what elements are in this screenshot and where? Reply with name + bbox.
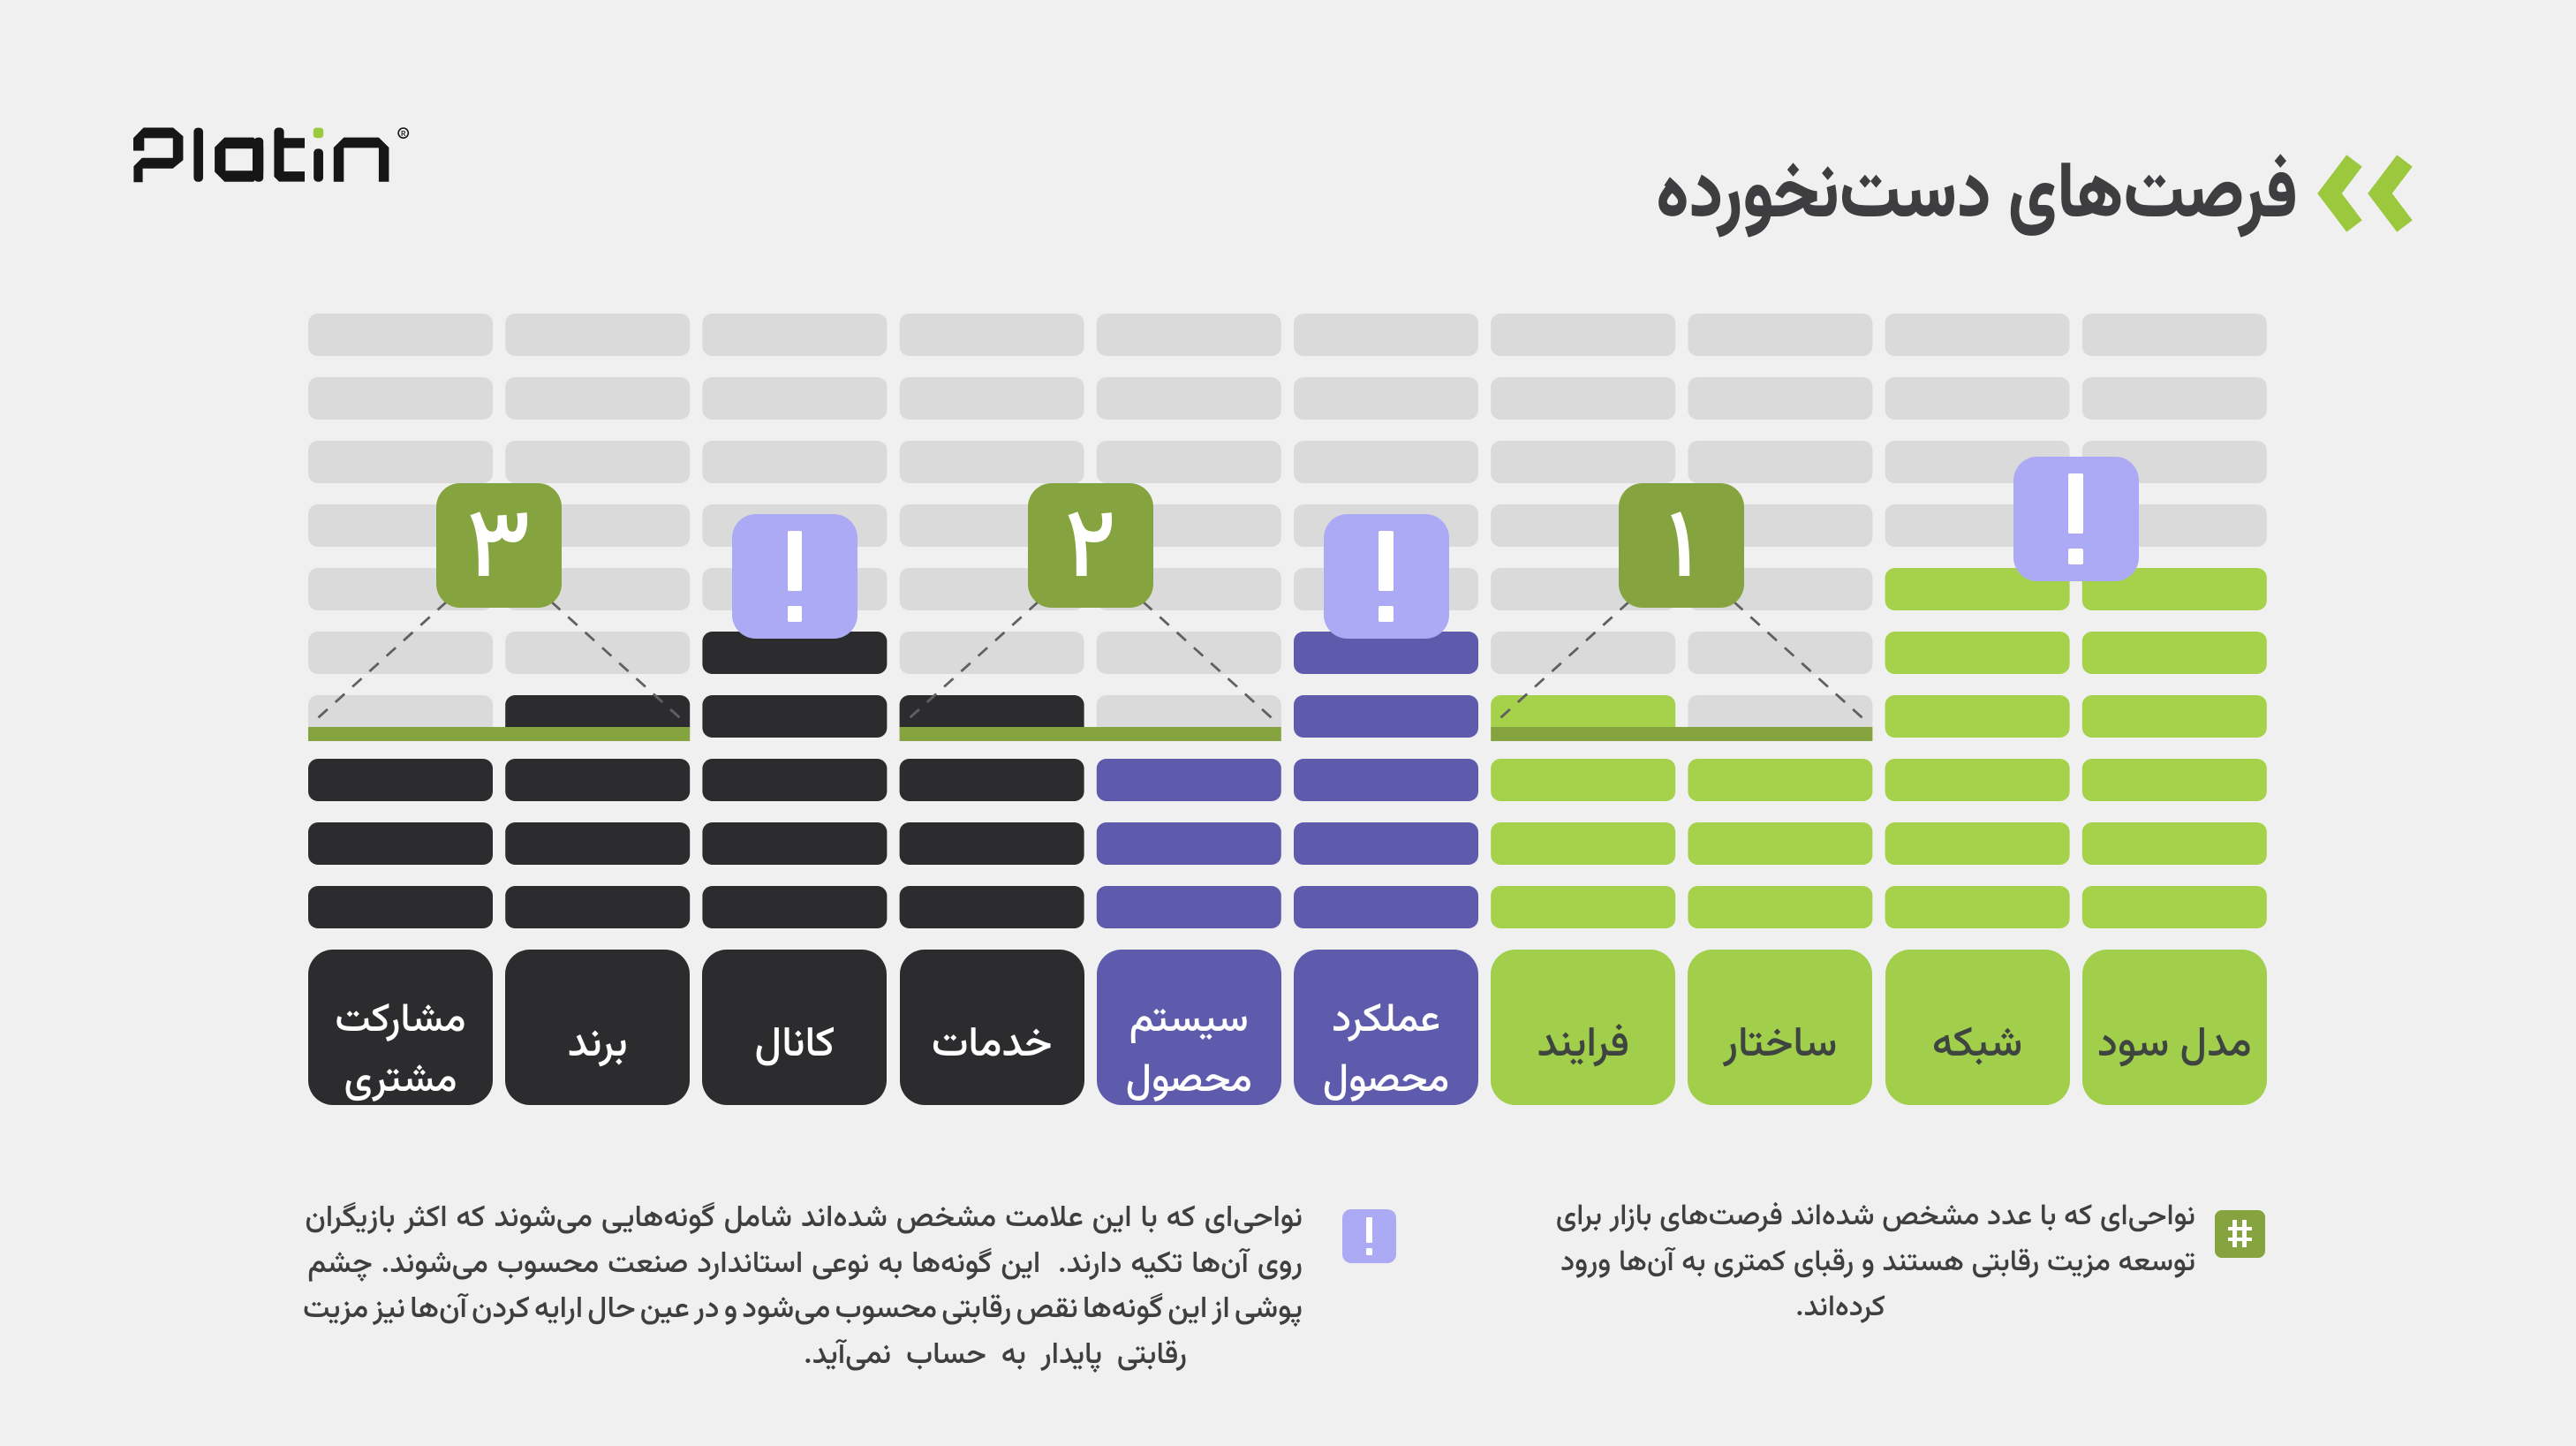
svg-text:R: R [401, 128, 406, 140]
